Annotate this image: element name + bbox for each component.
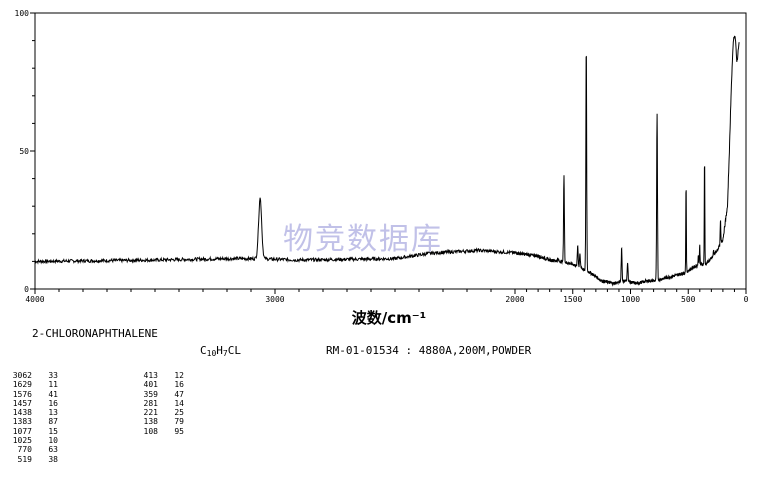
x-tick-label-0: 0 — [744, 295, 749, 304]
peak-row: 1438 13 — [4, 408, 58, 417]
peak-wavenumber: 221 — [143, 408, 158, 418]
peak-row: 138 79 — [130, 417, 184, 426]
y-tick-label-100: 100 — [15, 9, 30, 18]
peak-wavenumber: 770 — [17, 445, 32, 455]
x-tick-label-2000: 2000 — [505, 295, 524, 304]
peak-intensity: 10 — [48, 436, 58, 446]
peak-intensity: 87 — [48, 417, 58, 427]
peak-intensity: 13 — [48, 408, 58, 418]
peak-intensity: 25 — [174, 408, 184, 418]
x-tick-label-1000: 1000 — [621, 295, 640, 304]
peak-row: 1629 11 — [4, 380, 58, 389]
molecular-formula: C10H7CL — [200, 344, 241, 358]
y-tick-label-50: 50 — [19, 147, 29, 156]
y-tick-label-0: 0 — [24, 285, 29, 294]
peak-wavenumber: 281 — [143, 398, 158, 408]
x-axis-label: 波数/cm⁻¹ — [352, 309, 427, 327]
watermark: 物竞数据库 — [283, 222, 443, 257]
formula-h-count: 7 — [222, 349, 228, 358]
peak-wavenumber: 359 — [143, 389, 158, 399]
peak-row: 401 16 — [130, 380, 184, 389]
peak-row: 221 25 — [130, 408, 184, 417]
peak-row: 3062 33 — [4, 371, 58, 380]
peak-intensity: 33 — [48, 371, 58, 380]
spectrum-line — [34, 35, 740, 287]
peak-wavenumber: 1025 — [12, 436, 32, 446]
peak-wavenumber: 1438 — [12, 408, 32, 418]
peak-row: 108 95 — [130, 427, 184, 436]
formula-c-count: 10 — [206, 349, 217, 358]
peak-row: 359 47 — [130, 390, 184, 399]
peak-intensity: 16 — [48, 398, 58, 408]
peak-wavenumber: 413 — [143, 371, 158, 380]
x-tick-label-4000: 4000 — [25, 295, 44, 304]
axis-ticks — [30, 12, 747, 294]
formula-h: H — [216, 344, 223, 357]
peak-table-column-2: 413 12 401 16 359 47 281 14 221 25 138 79 108 95 — [130, 371, 184, 436]
formula-cl: CL — [227, 344, 241, 357]
peak-row: 519 38 — [4, 455, 58, 464]
peak-wavenumber: 1457 — [12, 398, 32, 408]
axis-tick-labels: 4000 3000 2000 1500 1000 500 0 0 50 100 — [15, 9, 749, 304]
record-info: RM-01-01534 : 4880A,200M,POWDER — [326, 344, 532, 357]
x-tick-label-500: 500 — [681, 295, 696, 304]
peak-wavenumber: 401 — [143, 380, 158, 390]
peak-intensity: 15 — [48, 426, 58, 436]
peak-intensity: 95 — [174, 426, 184, 436]
peak-intensity: 41 — [48, 389, 58, 399]
peak-intensity: 16 — [174, 380, 184, 390]
formula-c: C — [200, 344, 207, 357]
peak-wavenumber: 519 — [17, 454, 32, 464]
peak-intensity: 47 — [174, 389, 184, 399]
peak-wavenumber: 1383 — [12, 417, 32, 427]
peak-intensity: 38 — [48, 454, 58, 464]
peak-intensity: 11 — [48, 380, 58, 390]
peak-intensity: 12 — [174, 371, 184, 380]
peak-table-column-1: 3062 33 1629 11 1576 41 1457 16 1438 13 1383 87 1077… — [4, 371, 58, 464]
peak-intensity: 14 — [174, 398, 184, 408]
peak-wavenumber: 3062 — [12, 371, 32, 380]
peak-row: 1457 16 — [4, 399, 58, 408]
peak-row: 413 12 — [130, 371, 184, 380]
compound-name: 2-CHLORONAPHTHALENE — [32, 327, 158, 340]
peak-wavenumber: 138 — [143, 417, 158, 427]
peak-row: 1383 87 — [4, 417, 58, 426]
peak-intensity: 79 — [174, 417, 184, 427]
peak-row: 770 63 — [4, 445, 58, 454]
peak-wavenumber: 1629 — [12, 380, 32, 390]
peak-row: 1077 15 — [4, 427, 58, 436]
x-tick-label-1500: 1500 — [563, 295, 582, 304]
peak-wavenumber: 108 — [143, 426, 158, 436]
peak-wavenumber: 1077 — [12, 426, 32, 436]
peak-intensity: 63 — [48, 445, 58, 455]
peak-row: 281 14 — [130, 399, 184, 408]
peak-row: 1025 10 — [4, 436, 58, 445]
peak-row: 1576 41 — [4, 390, 58, 399]
x-tick-label-3000: 3000 — [265, 295, 284, 304]
peak-wavenumber: 1576 — [12, 389, 32, 399]
